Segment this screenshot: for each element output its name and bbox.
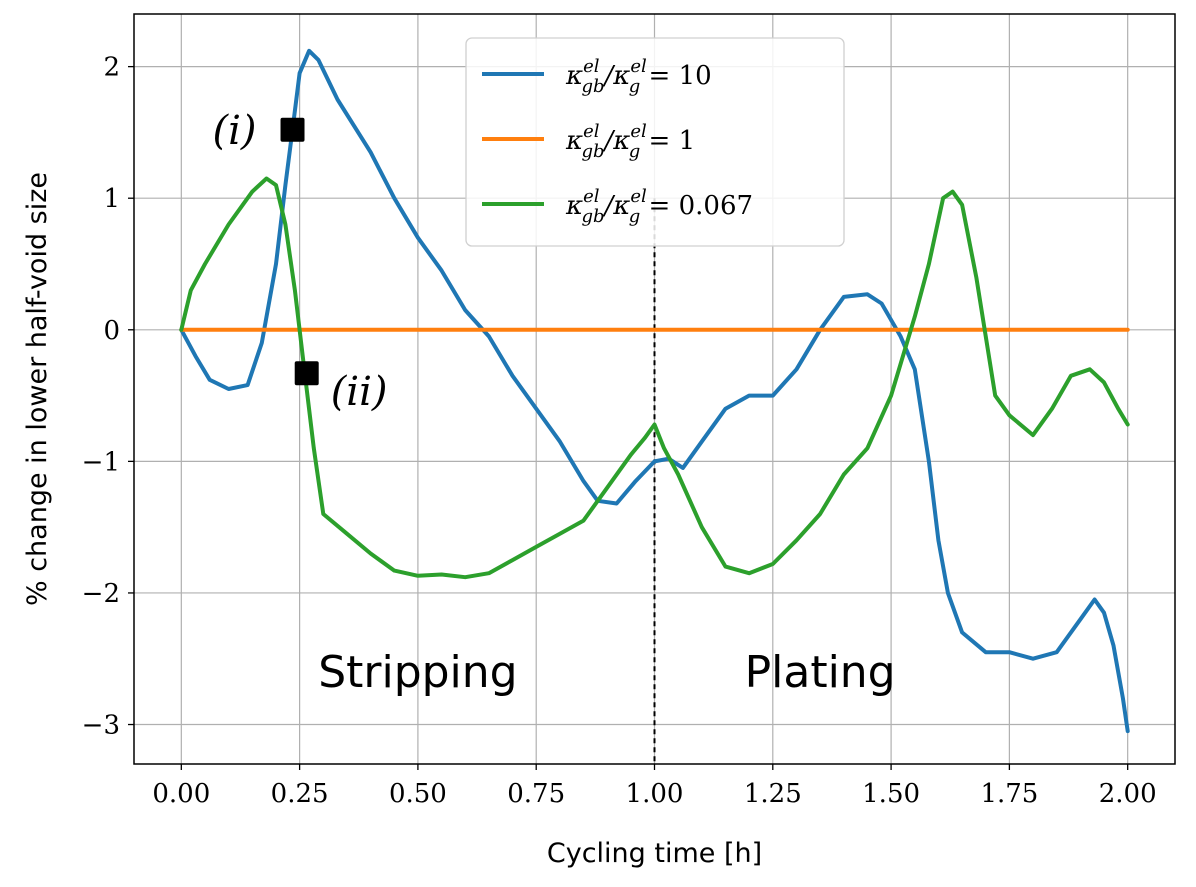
annotation-marker — [294, 361, 319, 386]
annotation-label: (ii) — [331, 369, 388, 415]
legend-legend-sup: el — [583, 56, 600, 77]
y-tick-label: −1 — [82, 447, 120, 477]
legend-legend-sup: el — [583, 121, 600, 142]
legend-legend-sup2: el — [630, 121, 647, 142]
y-axis-label: % change in lower half-void size — [22, 172, 53, 606]
x-tick-label: 0.00 — [152, 779, 210, 809]
series-lines — [179, 48, 1130, 734]
legend-legend-sup2: el — [630, 186, 647, 207]
x-tick-label: 0.25 — [271, 779, 329, 809]
legend-legend-sub2: g — [629, 141, 641, 162]
x-axis-label: Cycling time [h] — [547, 838, 762, 869]
legend-legend-value: = 1 — [640, 126, 695, 156]
legend-legend-sub2: g — [629, 76, 641, 97]
legend-entry: κel gb/κel g = 1 — [565, 121, 695, 162]
legend-legend-mid: /κ — [602, 126, 631, 156]
x-tick-label: 0.75 — [507, 779, 565, 809]
x-tick-label: 2.00 — [1099, 779, 1157, 809]
legend-legend-mid: /κ — [602, 191, 631, 221]
y-tick-label: 0 — [103, 316, 120, 346]
legend-legend-label: κ — [565, 126, 583, 156]
legend-legend-sub: gb — [581, 76, 604, 97]
legend-legend-label: κ — [565, 191, 583, 221]
legend-legend-sub: gb — [581, 141, 604, 162]
ticks: 0.00 0.25 0.50 0.75 1.00 1.25 1.50 1.75 2.00 2 1 0 −… — [82, 53, 1157, 809]
y-tick-label: −2 — [82, 579, 120, 609]
legend-legend-mid: /κ — [602, 61, 631, 91]
x-tick-label: 1.25 — [744, 779, 802, 809]
region-labels: Stripping Plating — [318, 647, 895, 698]
region-label: Plating — [745, 647, 896, 698]
legend-legend-value: = 10 — [640, 61, 711, 91]
legend-legend-label: κ — [565, 61, 583, 91]
legend-legend-sub: gb — [581, 206, 604, 227]
x-tick-label: 0.50 — [389, 779, 447, 809]
legend-legend-value: = 0.067 — [640, 191, 753, 221]
x-tick-label: 1.50 — [862, 779, 920, 809]
legend-box — [465, 37, 845, 247]
legend-legend-sub2: g — [629, 206, 641, 227]
y-tick-label: 2 — [103, 53, 120, 83]
legend-legend-sup2: el — [630, 56, 647, 77]
region-label: Stripping — [318, 647, 517, 698]
legend-legend-sup: el — [583, 186, 600, 207]
annotation-marker — [280, 117, 305, 142]
x-tick-label: 1.75 — [980, 779, 1038, 809]
legend-entry: κel gb/κel g = 0.067 — [565, 186, 753, 227]
legend-entry: κel gb/κel g = 10 — [565, 56, 712, 97]
y-tick-label: −3 — [82, 711, 120, 741]
annotation-label: (i) — [213, 108, 257, 154]
point-annotations: (i) (ii) — [213, 108, 388, 415]
series-line-0 — [179, 48, 1130, 734]
series-line-2 — [179, 176, 1130, 580]
x-tick-label: 1.00 — [626, 779, 684, 809]
y-tick-label: 1 — [103, 184, 120, 214]
